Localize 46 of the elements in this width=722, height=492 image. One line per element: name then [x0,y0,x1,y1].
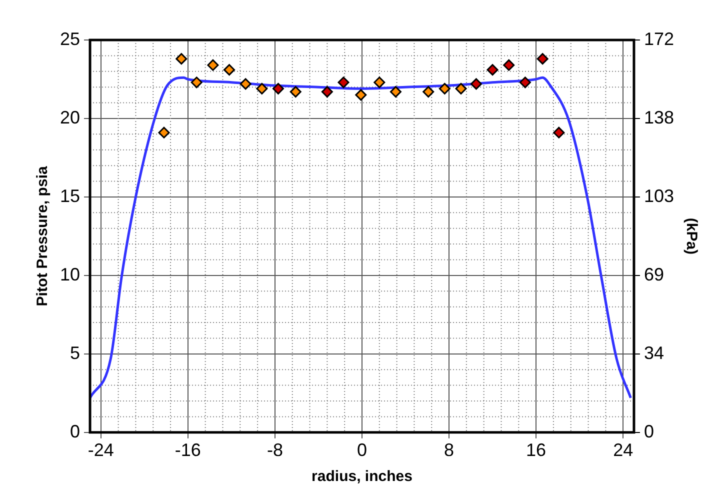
point [272,82,284,94]
point [290,86,302,98]
point [207,59,219,71]
y-tick-label: 25 [60,28,80,49]
y2-tick-label: 34 [644,342,664,363]
x-tick-label: -8 [266,440,283,460]
point [470,78,482,90]
point [190,76,202,88]
point [486,64,498,76]
point [240,78,252,90]
point [390,86,402,98]
x-axis-title: radius, inches [312,468,412,486]
y2-tick-label: 172 [644,28,674,49]
x-tick-label: 16 [526,440,546,460]
y-tick-label: 20 [60,107,80,128]
y-axis-title: Pitot Pressure, psia [34,166,52,306]
y2-tick-label: 0 [644,421,654,442]
y2-tick-label: 103 [644,186,674,206]
y-tick-label: 10 [60,264,80,284]
point [536,53,548,65]
point [338,76,350,88]
x-tick-label: 8 [444,440,454,460]
x-tick-label: -24 [88,440,114,460]
point [321,86,333,98]
point [503,59,515,71]
x-tick-label: 24 [613,440,634,460]
line-series [90,76,632,400]
point [374,76,386,88]
y2-tick-label: 138 [644,107,674,128]
point [158,126,170,138]
y-tick-label: 0 [70,421,80,442]
point [438,82,450,94]
point [256,82,268,94]
y2-axis-title: (kPa) [682,218,700,255]
point [224,64,236,76]
point [553,126,565,138]
point [176,53,188,65]
point [355,89,367,101]
x-tick-label: -16 [174,440,201,460]
point [422,86,434,98]
y2-tick-label: 69 [644,264,664,284]
point [455,82,467,94]
point [519,76,531,88]
y-tick-label: 15 [60,186,80,206]
x-tick-label: 0 [356,440,367,460]
y-tick-label: 5 [70,342,80,363]
